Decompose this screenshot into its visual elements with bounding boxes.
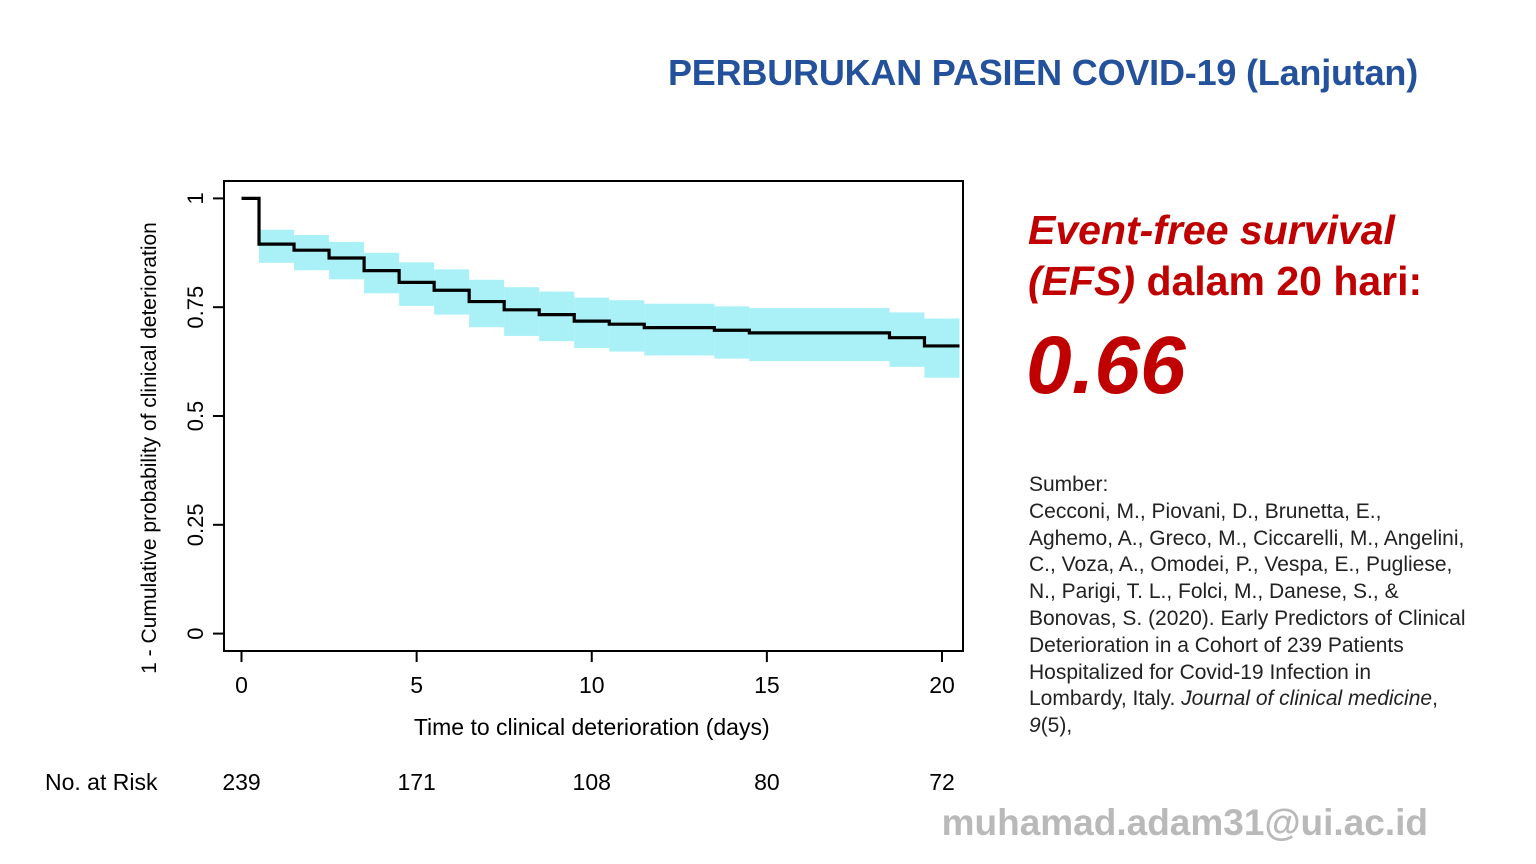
y-tick-label: 0.75 xyxy=(183,286,208,329)
efs-statement: Event-free survival (EFS) dalam 20 hari: xyxy=(1028,205,1422,307)
efs-value: 0.66 xyxy=(1026,320,1186,411)
risk-count: 80 xyxy=(754,769,780,795)
slide-title: PERBURUKAN PASIEN COVID-19 (Lanjutan) xyxy=(668,52,1418,93)
confidence-band-segment xyxy=(294,234,330,271)
efs-line2-rest: dalam 20 hari: xyxy=(1135,258,1423,304)
confidence-band-segment xyxy=(329,241,365,280)
x-tick-label: 5 xyxy=(410,672,423,698)
y-axis-label: 1 - Cumulative probability of clinical d… xyxy=(138,222,161,674)
confidence-band-segment xyxy=(504,287,540,336)
risk-count: 108 xyxy=(573,769,611,795)
risk-count: 72 xyxy=(929,769,955,795)
confidence-band-segment xyxy=(924,318,960,378)
efs-abbreviation: (EFS) xyxy=(1028,258,1136,304)
source-volume: 9 xyxy=(1029,714,1041,738)
confidence-band-layer xyxy=(259,229,960,378)
x-tick-label: 10 xyxy=(579,672,605,698)
source-body: Cecconi, M., Piovani, D., Brunetta, E., … xyxy=(1029,499,1469,740)
confidence-band-segment xyxy=(609,300,645,352)
confidence-band-segment xyxy=(539,291,575,342)
confidence-band-segment xyxy=(749,308,890,362)
efs-line1: Event-free survival xyxy=(1028,207,1395,253)
source-journal: Journal of clinical medicine xyxy=(1181,687,1433,711)
risk-table-label: No. at Risk xyxy=(45,769,158,795)
y-tick-label: 0.5 xyxy=(183,401,208,432)
x-tick-label: 20 xyxy=(929,672,955,698)
confidence-band-segment xyxy=(644,303,715,356)
y-tick-label: 0 xyxy=(183,627,208,639)
risk-count: 239 xyxy=(222,769,260,795)
source-heading: Sumber: xyxy=(1029,473,1109,496)
source-issue: (5), xyxy=(1040,714,1073,738)
y-tick-label: 0.25 xyxy=(183,503,208,546)
source-citation: Sumber: Cecconi, M., Piovani, D., Brunet… xyxy=(1029,472,1469,740)
x-tick-label: 15 xyxy=(754,672,780,698)
axis-layer: 0 5 10 15 20 0 0.25 0.5 0.75 1 xyxy=(183,192,955,698)
confidence-band-segment xyxy=(399,262,435,306)
x-axis-label: Time to clinical deterioration (days) xyxy=(414,714,770,740)
efs-line2: (EFS) dalam 20 hari: xyxy=(1028,256,1422,307)
confidence-band-segment xyxy=(434,269,470,315)
y-tick-label: 1 xyxy=(183,192,208,204)
confidence-band-segment xyxy=(364,252,400,294)
confidence-band-segment xyxy=(889,312,925,367)
confidence-band-segment xyxy=(574,297,610,349)
survival-curve xyxy=(241,196,960,348)
risk-table: No. at Risk 239 171 108 80 72 xyxy=(45,769,955,795)
risk-count: 171 xyxy=(397,769,435,795)
confidence-band-segment xyxy=(469,279,505,328)
author-email: muhamad.adam31@ui.ac.id xyxy=(941,802,1428,843)
source-text: Cecconi, M., Piovani, D., Brunetta, E., … xyxy=(1029,499,1466,711)
x-tick-label: 0 xyxy=(235,672,248,698)
source-comma: , xyxy=(1432,687,1438,711)
survival-curve-layer xyxy=(241,196,960,348)
confidence-band-segment xyxy=(714,306,750,359)
confidence-band-segment xyxy=(259,229,295,263)
